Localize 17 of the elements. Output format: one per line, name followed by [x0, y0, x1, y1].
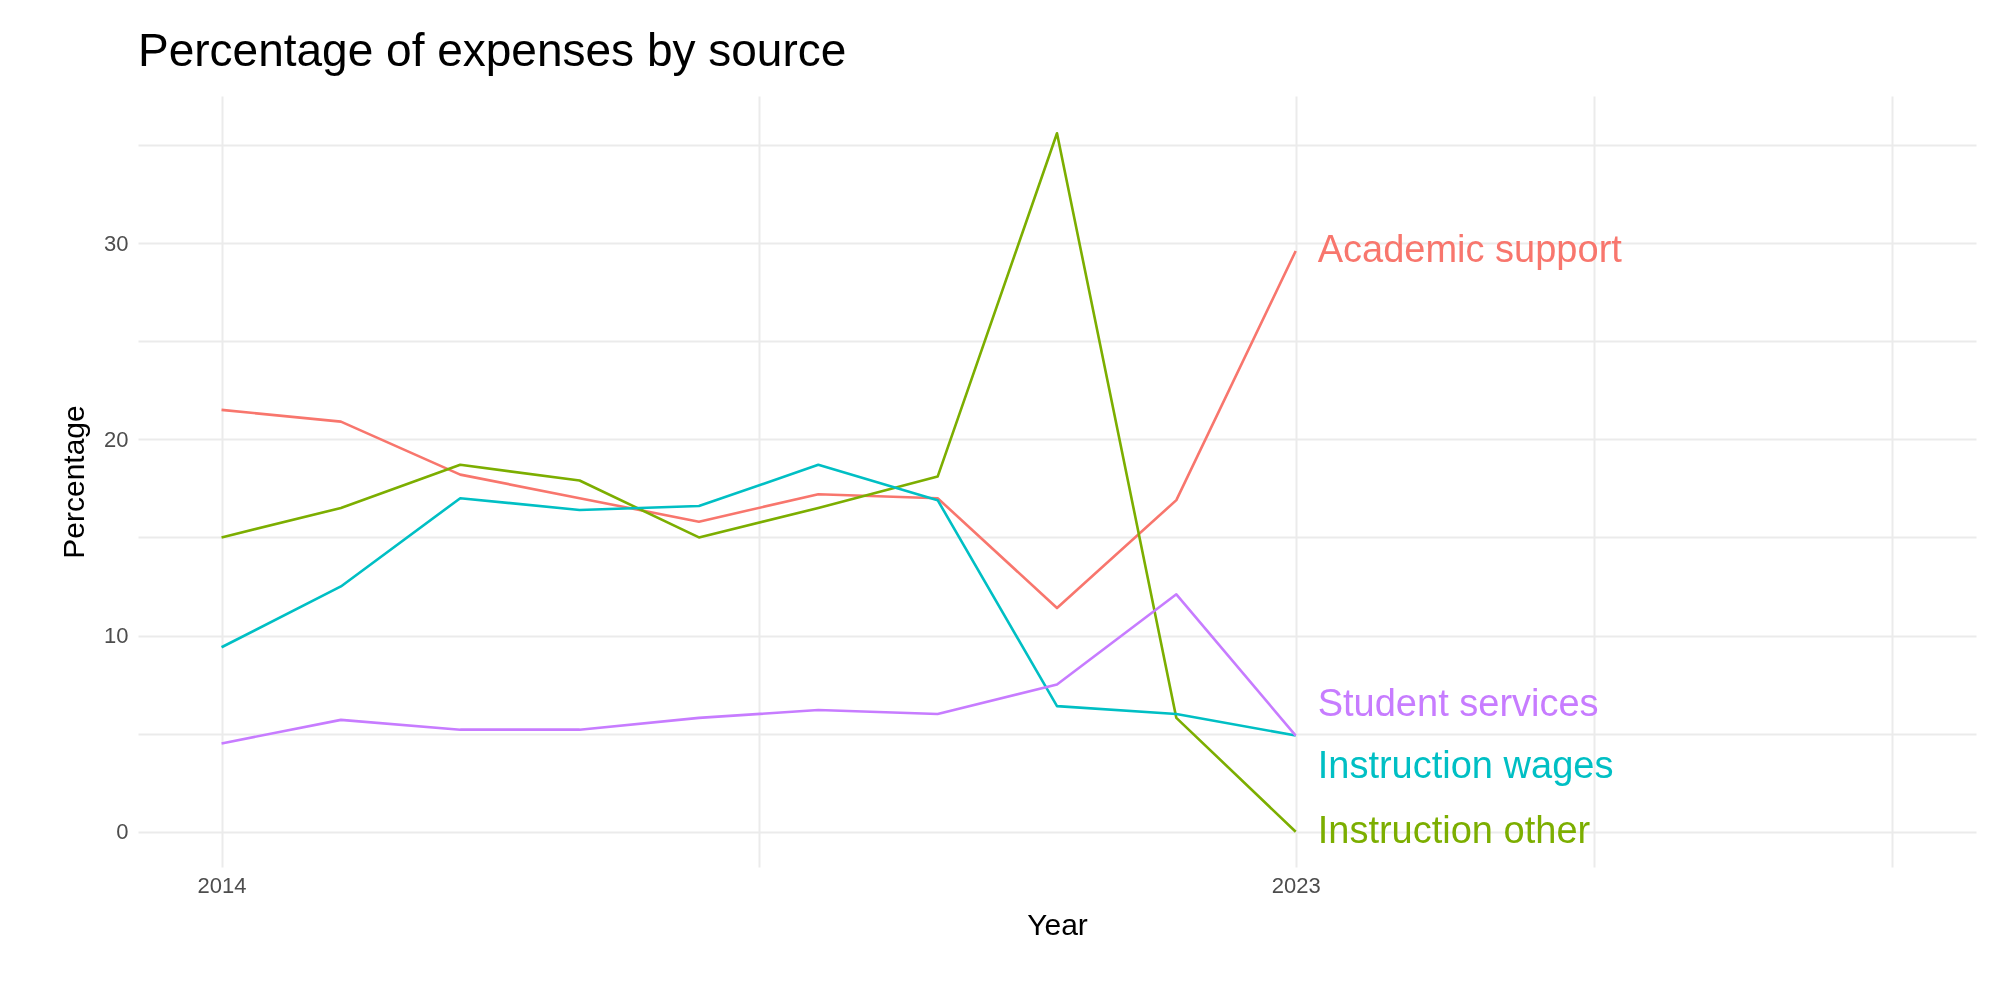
line-series — [220, 131, 1297, 833]
line-series — [220, 249, 1297, 610]
y-tick-label: 0 — [116, 819, 129, 845]
line-series — [220, 463, 1297, 737]
y-tick-label: 30 — [104, 230, 129, 256]
y-tick-label: 10 — [104, 623, 129, 648]
y-axis-title: Percentage — [57, 405, 91, 559]
x-tick-label: 2023 — [1271, 872, 1321, 898]
chart-title: Percentage of expenses by source — [138, 24, 847, 76]
y-tick-label: 20 — [104, 426, 129, 452]
series-label: Instruction other — [1317, 808, 1591, 851]
series-label: Academic support — [1317, 227, 1623, 270]
line-series — [220, 593, 1297, 745]
series-label: Instruction wages — [1317, 743, 1614, 786]
x-axis-title: Year — [1027, 907, 1088, 941]
x-tick-label: 2014 — [197, 872, 247, 898]
series-label: Student services — [1317, 681, 1599, 724]
